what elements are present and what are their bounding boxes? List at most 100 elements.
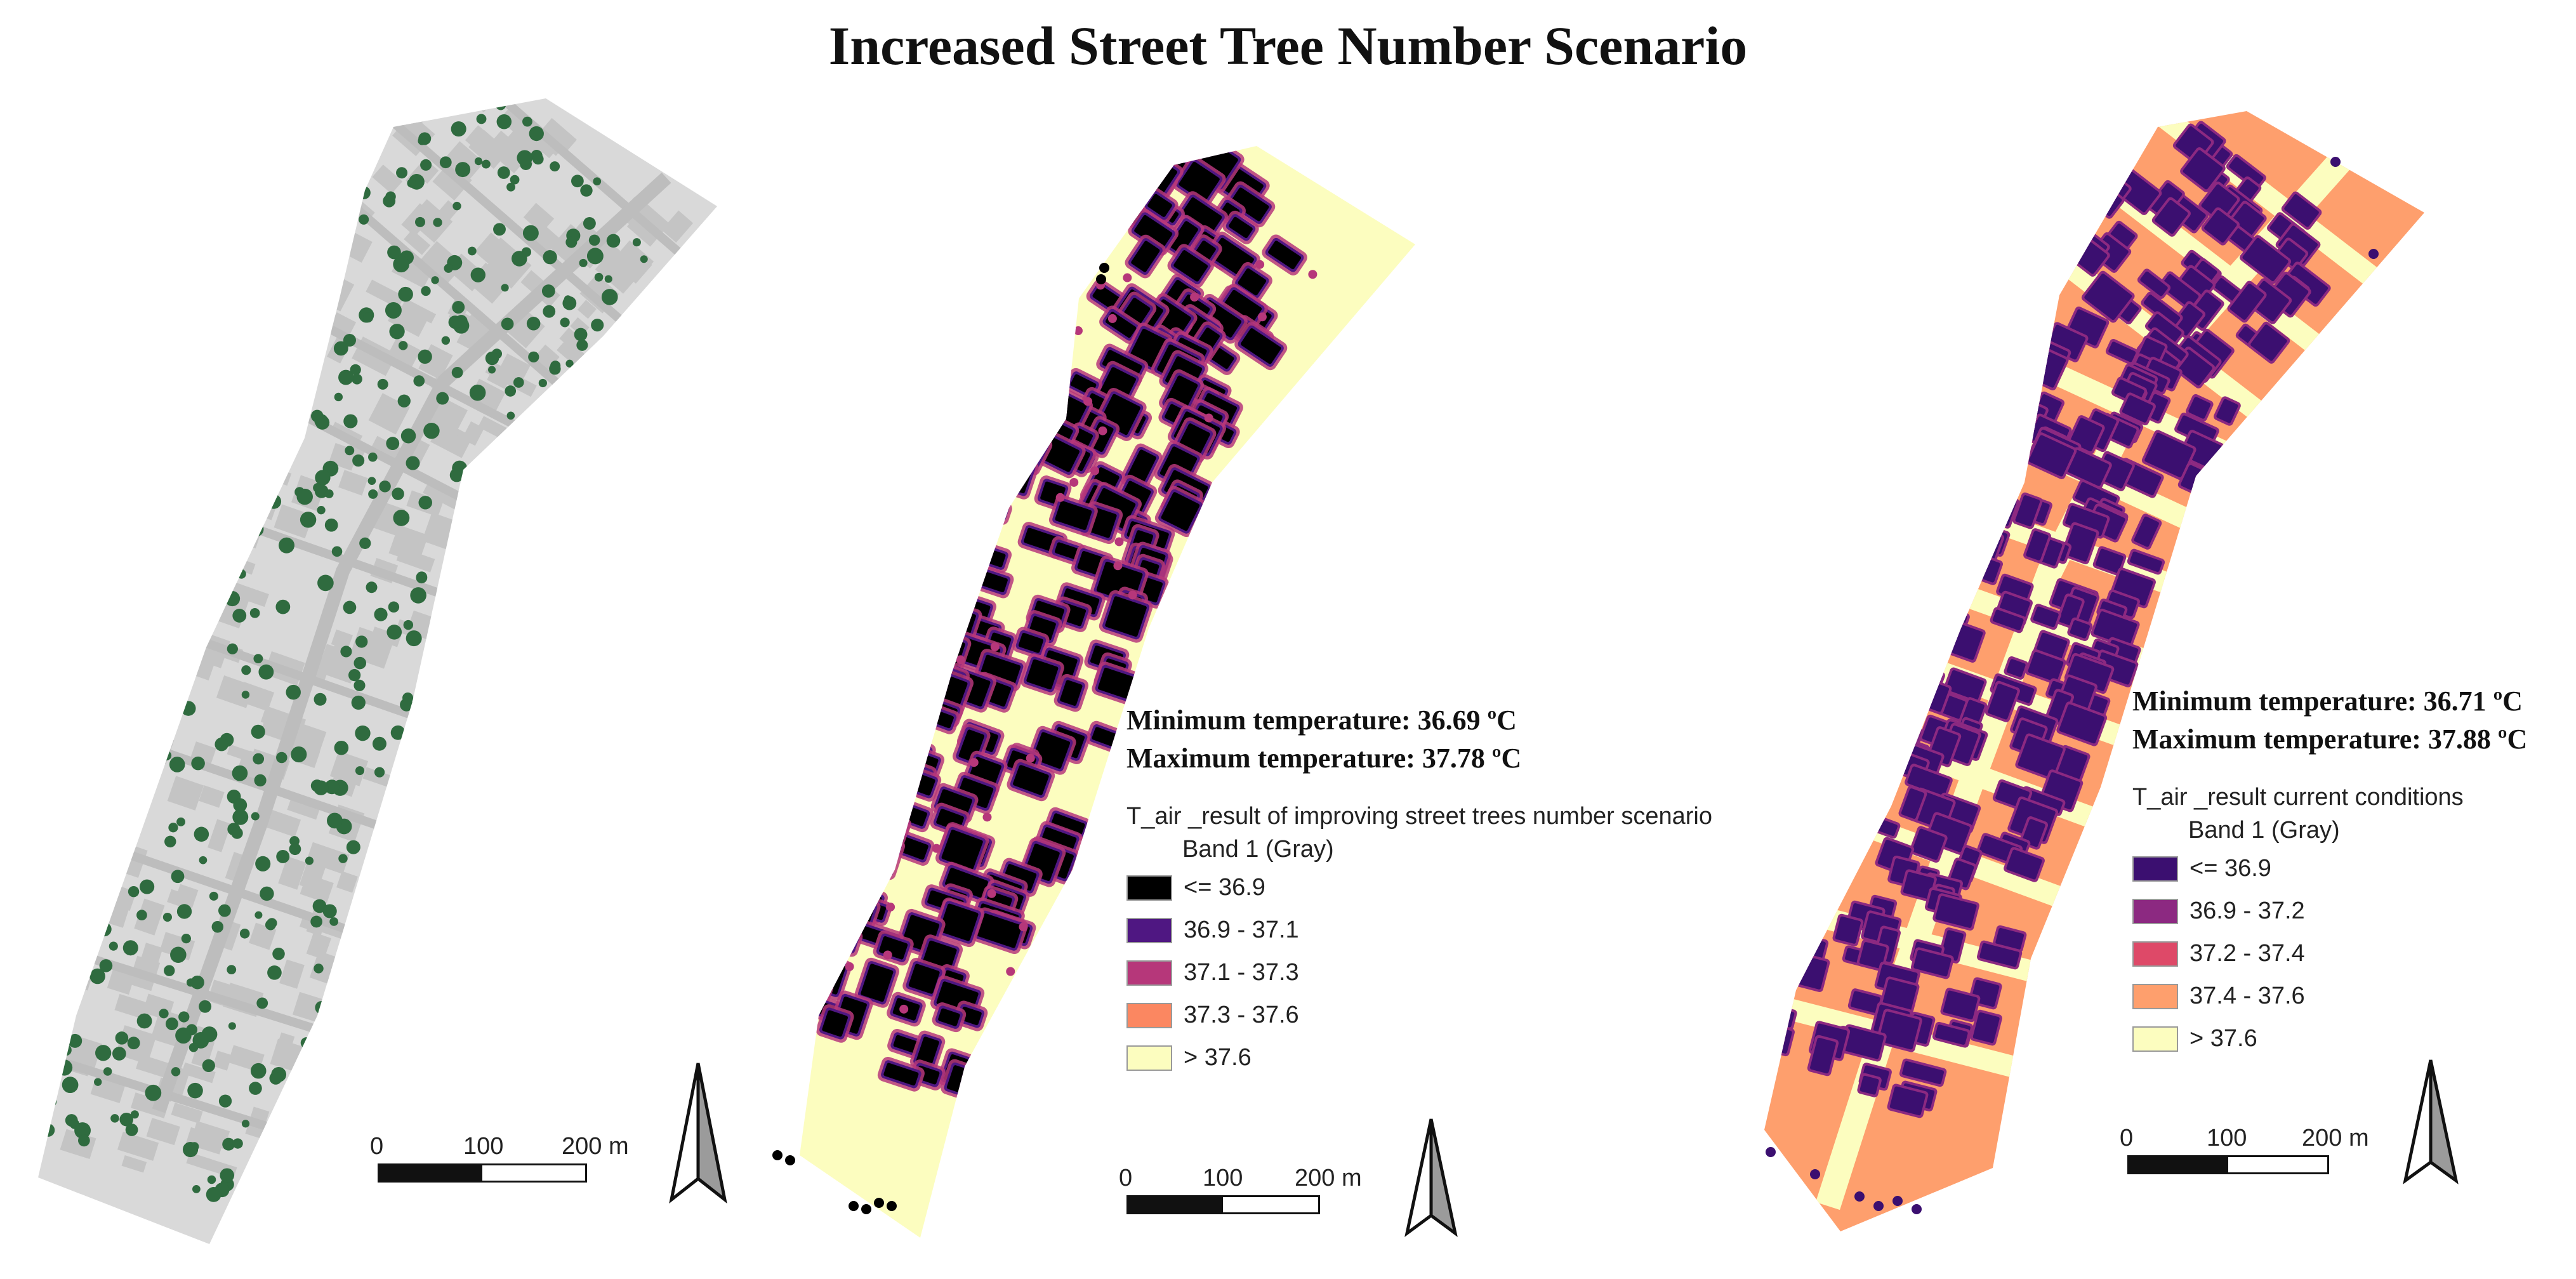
- building: [2146, 180, 2185, 221]
- tree: [438, 670, 452, 684]
- building: [1876, 648, 1924, 688]
- tree: [217, 551, 229, 563]
- tree: [418, 349, 432, 364]
- halo: [946, 458, 991, 493]
- ring: [1946, 458, 1977, 498]
- building-core: [2285, 264, 2328, 304]
- tree: [190, 975, 204, 990]
- tree: [239, 403, 254, 418]
- tree: [140, 755, 152, 767]
- building-core: [915, 543, 953, 581]
- tree: [74, 946, 85, 957]
- halo: [948, 475, 1001, 513]
- tree: [241, 1120, 250, 1128]
- tree: [230, 456, 244, 470]
- ring: [990, 375, 1023, 409]
- tree: [536, 450, 548, 461]
- building: [523, 202, 555, 234]
- tree: [310, 915, 322, 928]
- ring: [800, 869, 825, 894]
- tree: [198, 425, 214, 441]
- tree: [632, 238, 641, 247]
- tree: [89, 968, 105, 984]
- tree: [77, 913, 91, 928]
- building: [468, 129, 509, 169]
- tree: [38, 1075, 41, 1084]
- hot-building: [895, 643, 926, 672]
- tree: [314, 693, 327, 706]
- building-core: [1847, 739, 1873, 767]
- north-arrow-icon: [1404, 1118, 1458, 1237]
- band-label: Band 1 (Gray): [2188, 817, 2340, 844]
- outside-point: [2368, 249, 2379, 259]
- building: [1840, 1024, 1887, 1062]
- tree: [574, 328, 588, 341]
- building-core: [1927, 495, 1953, 520]
- building-core: [2250, 324, 2287, 361]
- ring: [1912, 498, 1943, 540]
- tree: [415, 216, 426, 227]
- building: [1960, 447, 2005, 480]
- ring: [1774, 874, 1820, 908]
- halo: [861, 636, 907, 680]
- legend-item: 37.4 - 37.6: [2132, 975, 2527, 1017]
- tree: [300, 512, 317, 528]
- building: [449, 98, 479, 115]
- tree: [506, 182, 515, 192]
- tree: [78, 1134, 90, 1147]
- ring: [809, 952, 837, 979]
- tree: [317, 574, 334, 592]
- tree: [276, 752, 287, 764]
- ring: [912, 540, 956, 583]
- building: [306, 932, 331, 960]
- building-core: [800, 952, 813, 991]
- ring: [864, 639, 903, 677]
- building-core: [939, 903, 979, 941]
- tree: [281, 326, 289, 335]
- building: [2092, 546, 2127, 576]
- tree: [324, 779, 340, 795]
- building-core: [954, 514, 995, 553]
- tree: [496, 114, 512, 129]
- tree: [505, 385, 517, 397]
- cooling-dot: [1026, 753, 1035, 763]
- tree: [199, 1000, 212, 1013]
- hot-building: [833, 695, 876, 736]
- building-core: [920, 573, 961, 601]
- halo: [1003, 345, 1036, 376]
- tree: [433, 218, 442, 227]
- halo: [800, 1009, 810, 1052]
- ring: [1974, 387, 2006, 418]
- building-core: [2016, 282, 2056, 315]
- building-core: [901, 649, 920, 666]
- tree: [301, 298, 313, 310]
- tree: [374, 607, 388, 621]
- building-core: [1903, 871, 1934, 899]
- tree: [188, 1043, 199, 1052]
- hot-building: [987, 371, 1026, 413]
- halo: [864, 791, 910, 832]
- outside-point: [861, 1204, 871, 1214]
- tree: [279, 537, 295, 553]
- ring: [981, 500, 1009, 522]
- tree: [388, 601, 400, 613]
- building: [2282, 262, 2331, 307]
- tree: [390, 725, 406, 740]
- building-core: [1995, 447, 2024, 478]
- tree: [126, 809, 135, 818]
- building-core: [1888, 722, 1921, 745]
- ring: [1892, 524, 1922, 550]
- ring: [830, 753, 865, 788]
- tree: [112, 1047, 126, 1061]
- building: [162, 414, 200, 447]
- tree: [119, 1112, 133, 1127]
- tree: [538, 378, 547, 388]
- building: [194, 329, 234, 362]
- building: [0, 1064, 17, 1091]
- tree: [444, 263, 453, 273]
- tree: [350, 364, 361, 376]
- building-core: [847, 726, 876, 749]
- building: [2004, 847, 2045, 882]
- tree: [434, 652, 444, 662]
- tree: [353, 656, 367, 670]
